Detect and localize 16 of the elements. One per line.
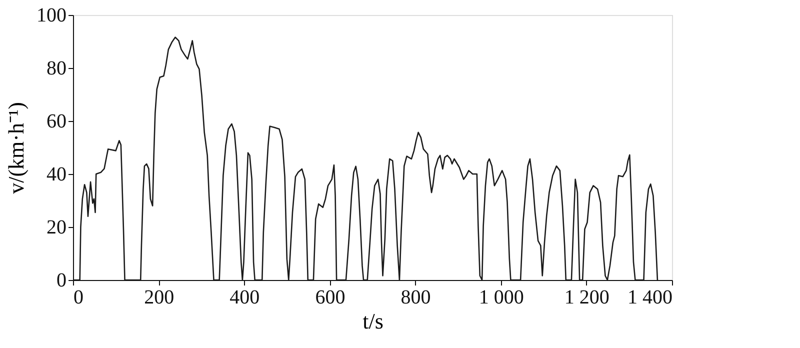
y-tick-label: 80: [46, 58, 66, 80]
y-tick-label: 60: [46, 110, 66, 132]
x-tick-label: 1 400: [628, 286, 672, 308]
y-tick-label: 0: [56, 270, 66, 292]
x-tick-label: 200: [144, 286, 174, 308]
y-tick-label: 100: [36, 4, 66, 26]
x-tick-label: 800: [400, 286, 431, 308]
x-axis-title: t/s: [362, 308, 384, 334]
x-tick-label: 0: [74, 286, 84, 308]
x-tick-label: 600: [315, 286, 346, 308]
x-tick-label: 1 000: [478, 286, 524, 308]
y-tick-label: 20: [46, 216, 66, 238]
x-tick-label: 400: [230, 286, 260, 308]
y-tick-label: 40: [46, 164, 66, 186]
y-axis-title: v/(km·h⁻¹): [4, 102, 28, 194]
x-tick-label: 1 200: [564, 286, 610, 308]
